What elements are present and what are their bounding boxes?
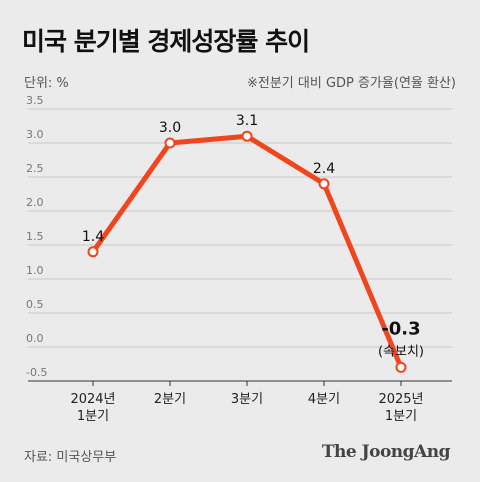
x-tick-label: 2025년	[378, 392, 423, 407]
y-tick-label: 0.5	[26, 298, 44, 311]
unit-label: 단위: %	[24, 76, 69, 91]
data-point	[318, 178, 330, 190]
x-tick-label: 2024년	[70, 392, 115, 407]
data-label: 2.4	[313, 161, 335, 177]
data-annotation: (속보치)	[378, 344, 424, 359]
y-tick-label: 3.5	[26, 94, 44, 107]
data-label: -0.3	[381, 318, 420, 339]
data-point	[241, 130, 253, 142]
data-point	[87, 246, 99, 258]
data-label: 3.0	[159, 120, 181, 136]
chart-title: 미국 분기별 경제성장률 추이	[22, 27, 310, 56]
y-tick-label: -0.5	[26, 366, 47, 379]
data-point	[164, 137, 176, 149]
y-tick-label: 2.5	[26, 162, 44, 175]
x-tick-label: 4분기	[308, 392, 340, 407]
chart-note: ※전분기 대비 GDP 증가율(연율 환산)	[246, 76, 456, 91]
y-tick-label: 0.0	[26, 332, 44, 345]
source-label: 자료: 미국상무부	[24, 450, 117, 465]
x-tick-label: 3분기	[231, 392, 263, 407]
x-tick-label: 1분기	[77, 409, 109, 424]
x-tick-label: 1분기	[385, 409, 417, 424]
x-tick-label: 2분기	[154, 392, 186, 407]
y-tick-label: 3.0	[26, 128, 44, 141]
series-line	[90, 133, 404, 370]
data-label: 1.4	[82, 229, 104, 245]
y-tick-label: 2.0	[26, 196, 44, 209]
data-label: 3.1	[236, 113, 258, 129]
y-tick-label: 1.0	[26, 264, 44, 277]
y-tick-label: 1.5	[26, 230, 44, 243]
data-point	[395, 361, 407, 373]
publisher-logo: The JoongAng	[321, 442, 451, 462]
